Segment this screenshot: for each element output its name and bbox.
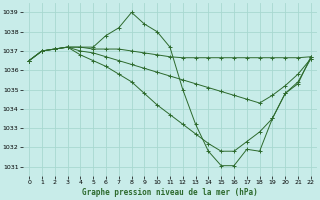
X-axis label: Graphe pression niveau de la mer (hPa): Graphe pression niveau de la mer (hPa): [82, 188, 258, 197]
